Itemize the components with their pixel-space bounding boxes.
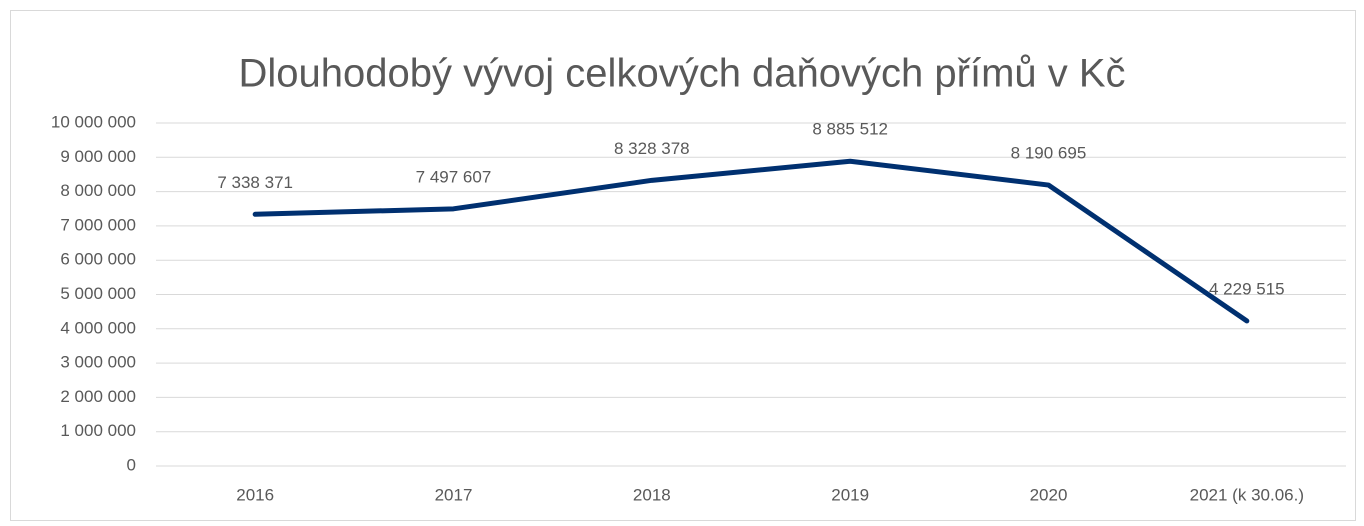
data-label: 8 190 695 (1011, 144, 1087, 163)
x-tick-label: 2018 (633, 485, 671, 504)
data-label: 7 338 371 (217, 173, 293, 192)
x-tick-label: 2020 (1030, 485, 1068, 504)
y-tick-label: 6 000 000 (60, 250, 136, 269)
y-tick-label: 9 000 000 (60, 147, 136, 166)
chart-border (10, 10, 1356, 521)
x-tick-label: 2016 (236, 485, 274, 504)
y-tick-label: 8 000 000 (60, 181, 136, 200)
x-tick-label: 2019 (831, 485, 869, 504)
y-tick-label: 5 000 000 (60, 284, 136, 303)
y-tick-label: 1 000 000 (60, 421, 136, 440)
y-tick-label: 10 000 000 (51, 112, 136, 131)
y-tick-label: 4 000 000 (60, 318, 136, 337)
data-label: 8 885 512 (812, 120, 888, 139)
data-label: 8 328 378 (614, 139, 690, 158)
y-tick-label: 0 (127, 455, 136, 474)
data-label: 4 229 515 (1209, 279, 1285, 298)
y-tick-label: 2 000 000 (60, 387, 136, 406)
chart-title: Dlouhodobý vývoj celkových daňových přím… (238, 52, 1125, 96)
data-label: 7 497 607 (416, 167, 492, 186)
x-tick-label: 2021 (k 30.06.) (1190, 485, 1304, 504)
y-tick-label: 7 000 000 (60, 215, 136, 234)
x-tick-label: 2017 (435, 485, 473, 504)
line-series (252, 158, 1250, 324)
y-tick-label: 3 000 000 (60, 353, 136, 372)
